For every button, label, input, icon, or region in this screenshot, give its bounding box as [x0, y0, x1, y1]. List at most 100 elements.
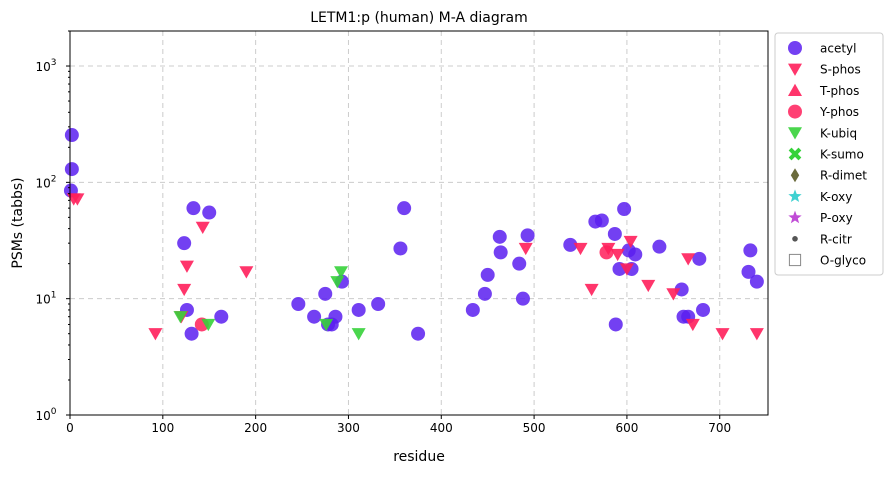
y-tick-label: 100 — [35, 407, 56, 423]
point-acetyl — [692, 251, 707, 266]
legend-label-r-dimet: R-dimet — [820, 169, 867, 183]
x-tick-label: 200 — [244, 421, 267, 435]
point-acetyl — [64, 128, 79, 143]
point-acetyl — [594, 213, 609, 228]
legend-label-k-oxy: K-oxy — [820, 190, 852, 204]
legend-marker-y-phos — [788, 104, 802, 119]
y-axis-ticks: 100 101 102 103 — [35, 30, 70, 423]
point-acetyl — [411, 326, 426, 341]
point-acetyl — [492, 229, 507, 244]
point-s-phos — [70, 193, 85, 206]
legend-marker-k-ubiq — [788, 127, 802, 140]
legend-marker-k-sumo — [788, 147, 802, 161]
point-s-phos — [148, 328, 163, 341]
point-acetyl — [674, 282, 689, 297]
legend-marker-r-citr — [792, 236, 798, 242]
point-s-phos — [239, 266, 254, 279]
legend-label-acetyl: acetyl — [820, 42, 856, 56]
point-s-phos — [177, 283, 192, 297]
point-acetyl — [749, 274, 764, 289]
point-s-phos — [623, 235, 638, 249]
x-tick-label: 300 — [337, 421, 360, 435]
point-y-phos — [599, 245, 614, 260]
point-acetyl — [307, 309, 322, 324]
legend: acetyl S-phos T-phos Y-phos K-ubiq K-sumo R-di… — [774, 32, 884, 276]
point-s-phos — [610, 248, 625, 262]
x-tick-label: 600 — [615, 421, 638, 435]
point-s-phos — [195, 221, 210, 235]
point-acetyl — [465, 302, 480, 317]
point-acetyl — [184, 326, 199, 341]
point-acetyl — [477, 286, 492, 301]
legend-frame — [774, 32, 884, 276]
x-tick-label: 100 — [151, 421, 174, 435]
point-s-phos — [584, 283, 599, 297]
point-acetyl — [563, 237, 578, 252]
legend-marker-o-glyco — [788, 253, 802, 267]
point-acetyl — [741, 264, 756, 279]
point-s-phos — [715, 328, 730, 341]
point-acetyl — [743, 243, 758, 258]
legend-marker-acetyl — [788, 41, 802, 55]
point-acetyl — [177, 236, 192, 251]
legend-label-p-oxy: P-oxy — [820, 211, 853, 225]
point-acetyl — [520, 228, 535, 243]
point-acetyl — [64, 162, 79, 177]
point-acetyl — [628, 247, 643, 262]
legend-label-o-glyco: O-glyco — [820, 254, 866, 268]
x-tick-label: 700 — [708, 421, 731, 435]
x-tick-label: 400 — [430, 421, 453, 435]
point-acetyl — [696, 302, 711, 317]
point-acetyl — [351, 302, 366, 317]
point-acetyl — [393, 241, 408, 256]
point-k-ubiq — [319, 318, 334, 332]
legend-label-t-phos: T-phos — [819, 84, 859, 98]
y-tick-label: 102 — [35, 174, 56, 190]
point-acetyl — [371, 296, 386, 311]
point-s-phos — [518, 242, 533, 256]
x-tick-label: 500 — [523, 421, 546, 435]
point-acetyl — [318, 286, 333, 301]
legend-label-k-sumo: K-sumo — [820, 148, 864, 162]
point-k-ubiq — [351, 328, 366, 341]
y-tick-label: 101 — [35, 291, 56, 307]
point-s-phos — [685, 318, 700, 332]
point-s-phos — [666, 288, 681, 301]
point-s-phos — [641, 279, 656, 293]
point-acetyl — [186, 201, 201, 216]
y-axis-label: PSMs (tabbs) — [10, 177, 26, 268]
x-axis-ticks: 0 100 200 300 400 500 600 700 — [66, 415, 731, 435]
chart-title: LETM1:p (human) M-A diagram — [310, 10, 528, 26]
legend-marker-s-phos — [788, 63, 802, 76]
legend-marker-p-oxy — [788, 210, 802, 224]
point-acetyl — [515, 291, 530, 306]
legend-label-y-phos: Y-phos — [819, 105, 859, 119]
legend-marker-t-phos — [788, 83, 802, 96]
point-acetyl — [480, 267, 495, 282]
legend-label-r-citr: R-citr — [820, 232, 852, 246]
point-acetyl — [493, 245, 508, 260]
point-k-ubiq — [201, 318, 216, 332]
point-s-phos — [179, 260, 194, 273]
point-acetyl — [397, 201, 412, 216]
legend-label-k-ubiq: K-ubiq — [820, 126, 857, 140]
point-k-ubiq — [173, 311, 188, 324]
point-acetyl — [291, 296, 306, 311]
point-acetyl — [652, 239, 667, 254]
point-s-phos — [619, 263, 634, 276]
point-acetyl — [607, 226, 622, 241]
legend-marker-r-dimet — [790, 168, 800, 183]
legend-marker-k-oxy — [788, 189, 802, 203]
point-s-phos — [681, 253, 696, 266]
point-acetyl — [202, 205, 217, 220]
marker-stroke — [788, 147, 802, 161]
grid — [69, 31, 768, 416]
point-acetyl — [608, 317, 623, 332]
point-acetyl — [512, 256, 527, 271]
point-k-ubiq — [330, 276, 345, 289]
y-tick-label: 103 — [35, 58, 56, 74]
point-s-phos — [573, 242, 588, 256]
point-acetyl — [214, 309, 229, 324]
data-points — [63, 128, 764, 341]
